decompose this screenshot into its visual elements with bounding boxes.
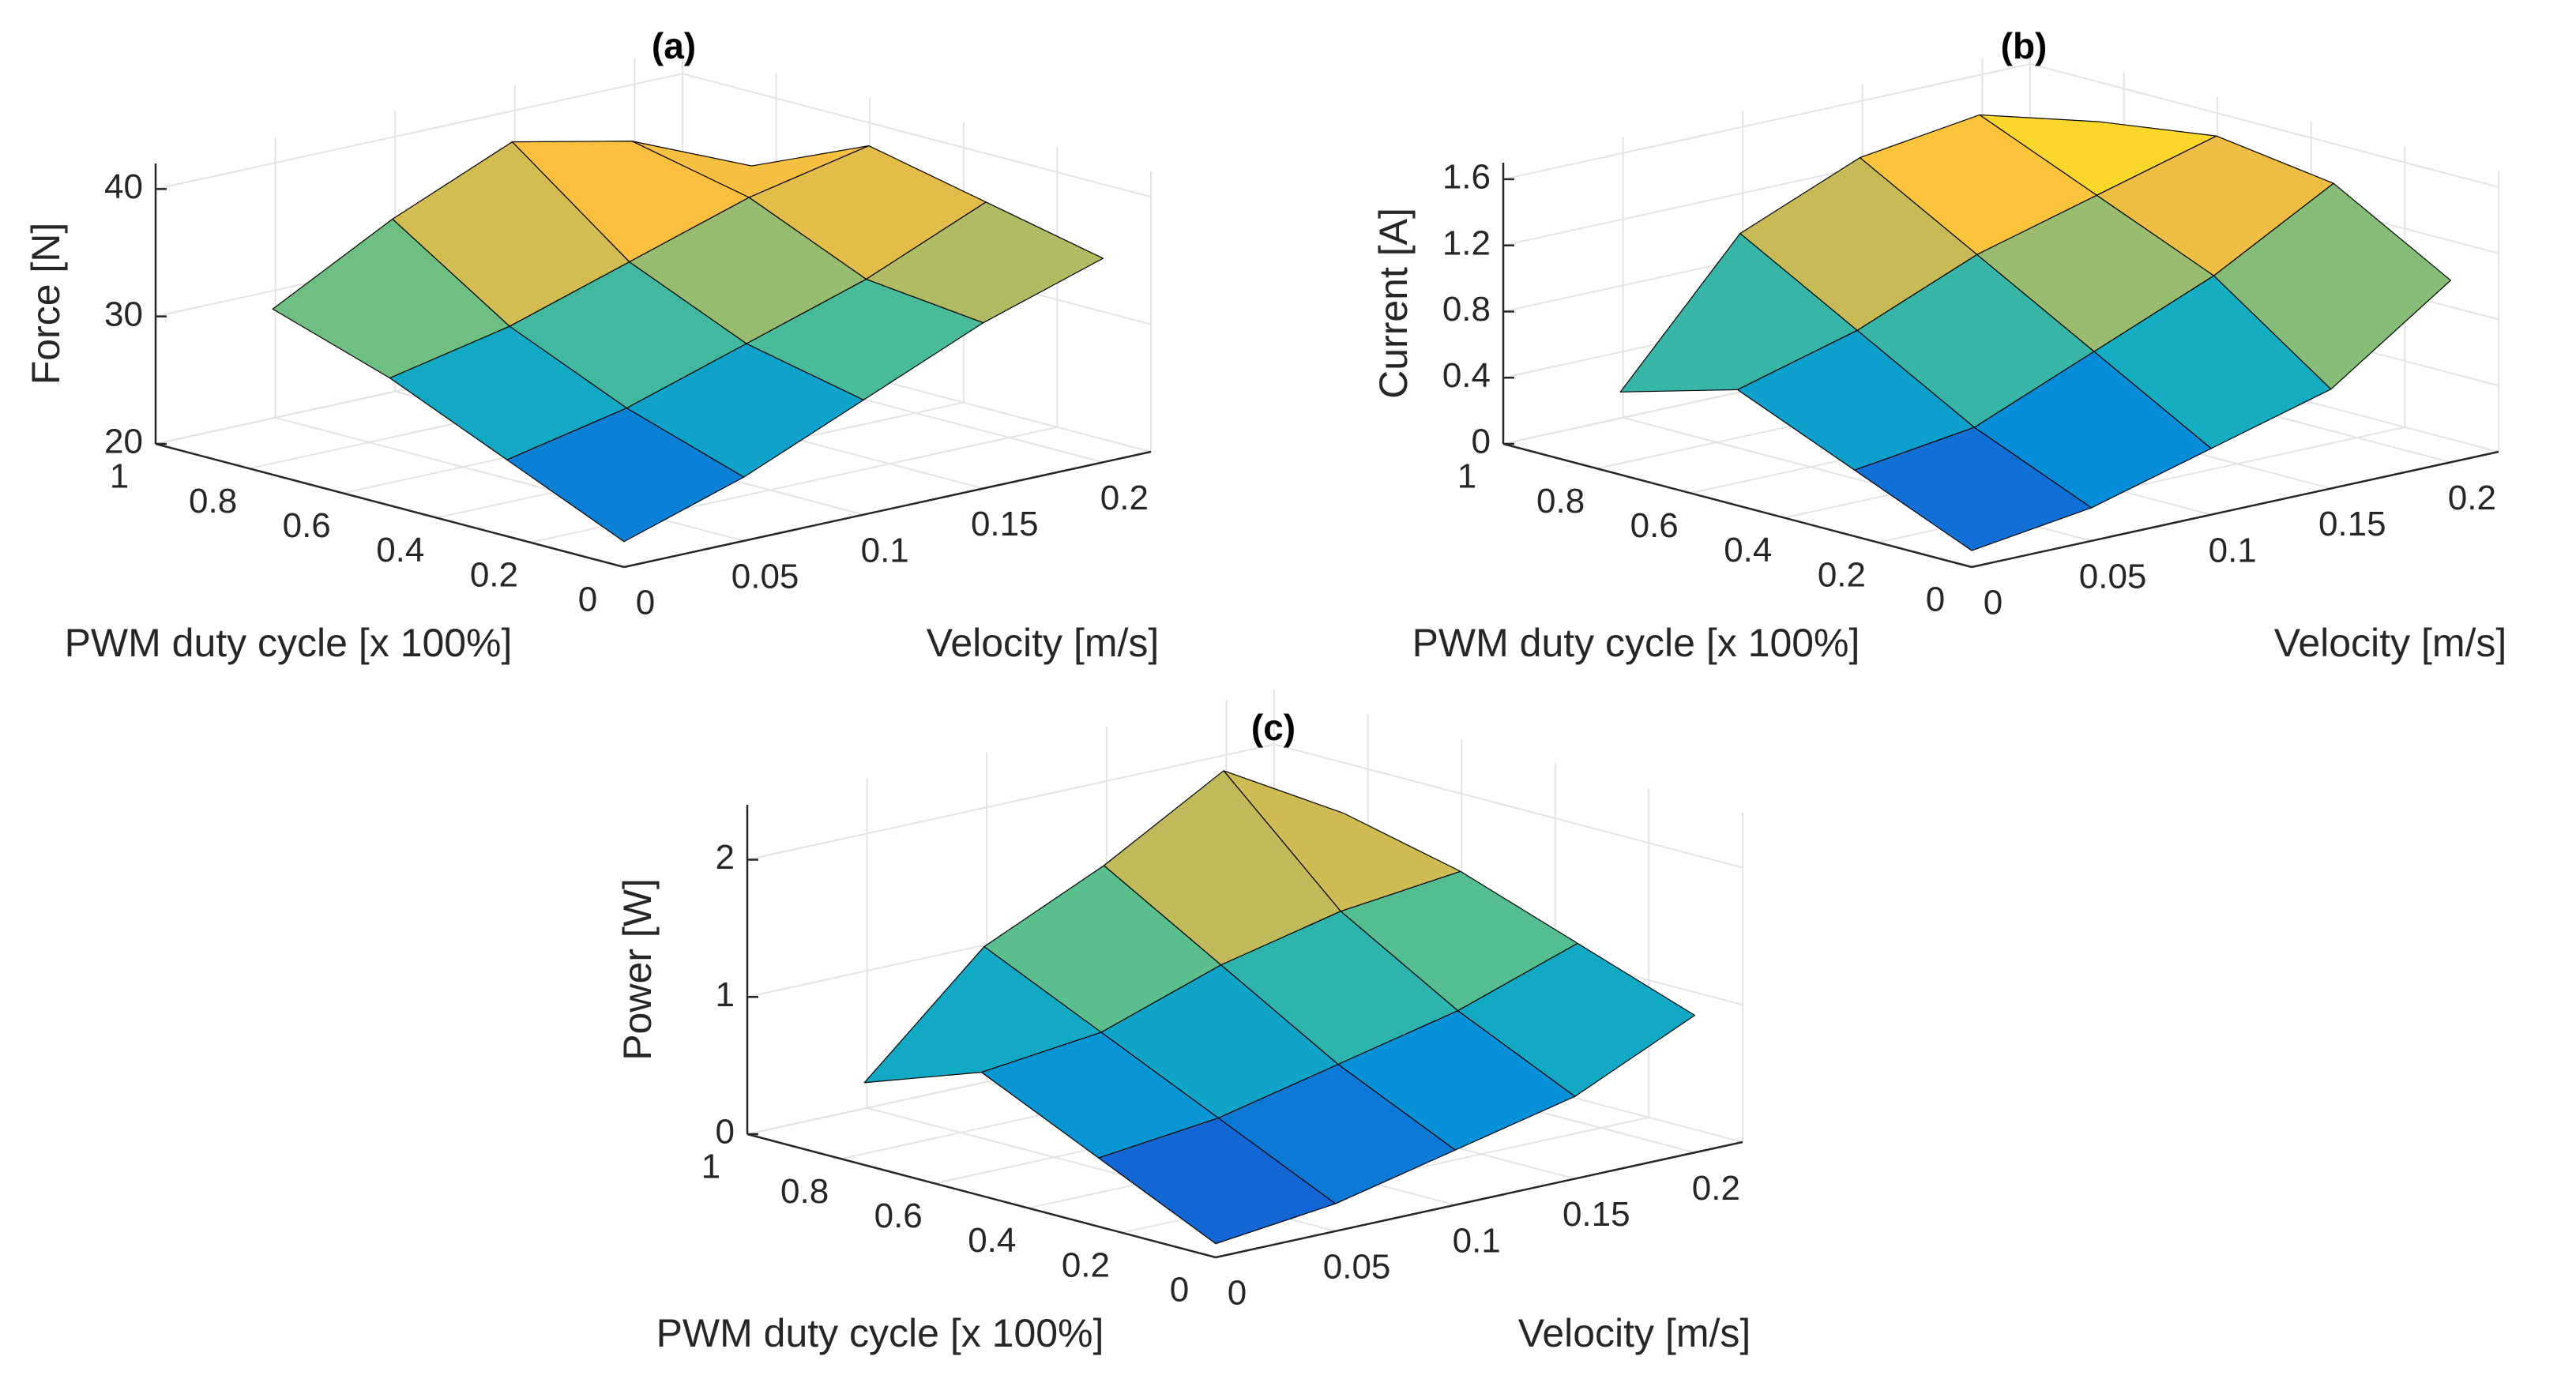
surface-patch: [1854, 426, 2093, 551]
axis-line: [623, 450, 1152, 569]
y-tick-label: 0.2: [1818, 555, 1866, 594]
y-tick-label: 0: [578, 581, 597, 619]
x-tick-label: 0.2: [2448, 479, 2496, 517]
x-tick-label: 0.05: [731, 557, 799, 596]
y-tick-label: 0.4: [376, 531, 424, 569]
surface-plot: 0 0.05 0.1 0.15 0.2 0 0.2 0.4 0.6 0.8 120 30 40 Veloc…: [24, 25, 1159, 665]
x-tick-label: 0: [636, 584, 655, 622]
x-axis-label: Velocity [m/s]: [1518, 1311, 1751, 1355]
y-tick-label: 0: [1926, 581, 1945, 619]
grid-line: [746, 743, 1275, 861]
surface-plot: 00.050.10.150.200.20.40.60.81012Velocity…: [615, 690, 1751, 1355]
z-axis-label: Current [A]: [1371, 208, 1416, 399]
x-tick-label: 0.15: [2318, 505, 2386, 543]
x-axis-label: Velocity [m/s]: [2274, 621, 2507, 665]
x-tick-label: 0: [1228, 1274, 1247, 1313]
x-tick-label: 0.15: [971, 505, 1039, 543]
z-tick-label: 1.6: [1442, 158, 1491, 197]
z-tick-label: 0: [1472, 423, 1491, 461]
axis-line: [155, 442, 625, 569]
x-tick-label: 0: [1984, 584, 2003, 622]
y-axis-label: PWM duty cycle [x 100%]: [65, 621, 513, 665]
grid-line: [155, 73, 683, 190]
x-tick-label: 0.1: [1453, 1221, 1501, 1260]
y-axis-label: PWM duty cycle [x 100%]: [1412, 621, 1860, 665]
y-tick-label: 0.8: [189, 482, 237, 520]
x-tick-label: 0.1: [861, 531, 909, 569]
y-tick-label: 1: [110, 457, 129, 496]
y-tick-label: 0.8: [1536, 482, 1585, 520]
y-tick-label: 0.2: [1062, 1246, 1110, 1284]
y-axis-label: PWM duty cycle [x 100%]: [656, 1311, 1104, 1355]
z-axis-label: Power [W]: [615, 878, 660, 1061]
x-tick-label: 0.1: [2209, 531, 2257, 569]
z-tick-label: 2: [716, 838, 735, 877]
y-tick-label: 1: [1457, 457, 1476, 496]
grid-line: [2029, 62, 2499, 188]
x-tick-label: 0.05: [1323, 1247, 1391, 1286]
x-tick-label: 0.05: [2079, 557, 2147, 596]
z-tick-label: 0: [716, 1113, 735, 1152]
y-tick-label: 0: [1170, 1271, 1189, 1309]
chart-title: (a): [652, 25, 696, 66]
grid-line: [1273, 743, 1743, 869]
grid-line: [275, 416, 744, 542]
surface-plot: 00.050.10.150.200.20.40.60.8100.40.81.21…: [1371, 25, 2506, 665]
y-tick-label: 0.2: [470, 555, 518, 594]
x-tick-label: 0.2: [1100, 479, 1149, 517]
axis-line: [746, 1133, 1217, 1259]
axis-line: [1215, 1140, 1743, 1259]
chart-title: (c): [1251, 707, 1296, 748]
grid-line: [682, 73, 1152, 198]
y-tick-label: 0.6: [283, 506, 331, 545]
z-tick-label: 1: [716, 975, 735, 1014]
y-tick-label: 1: [701, 1148, 720, 1186]
chart-title: (b): [2001, 25, 2048, 66]
z-tick-label: 1.2: [1442, 224, 1491, 262]
x-axis-label: Velocity [m/s]: [927, 621, 1160, 665]
y-tick-label: 0.4: [1724, 531, 1772, 569]
axis-line: [1971, 450, 2499, 569]
z-tick-label: 20: [104, 423, 143, 461]
x-tick-label: 0.2: [1692, 1169, 1740, 1208]
z-tick-label: 0.4: [1442, 356, 1491, 395]
surface-patch: [1098, 1117, 1337, 1245]
y-tick-label: 0.4: [968, 1221, 1016, 1260]
y-tick-label: 0.6: [1630, 506, 1679, 545]
grid-line: [1502, 62, 2031, 180]
surface-patch: [506, 408, 745, 543]
x-tick-label: 0.15: [1563, 1195, 1630, 1234]
z-tick-label: 30: [104, 295, 143, 333]
z-tick-label: 40: [104, 167, 143, 206]
z-tick-label: 0.8: [1442, 290, 1491, 329]
y-tick-label: 0.6: [874, 1197, 923, 1235]
z-axis-label: Force [N]: [24, 223, 68, 385]
axis-line: [1502, 442, 1972, 569]
y-tick-label: 0.8: [780, 1172, 829, 1211]
